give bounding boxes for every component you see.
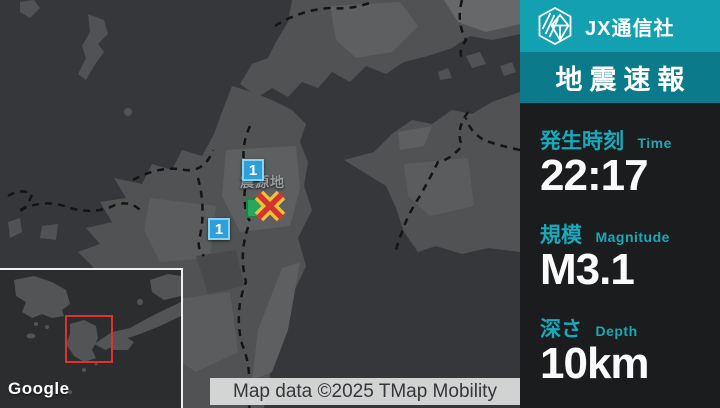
depth-value: 10km <box>540 339 650 388</box>
depth-label: 深さ Depth <box>540 313 720 341</box>
inset-map-graphic <box>0 270 181 406</box>
depth-label-en: Depth <box>595 323 638 339</box>
magnitude-label: 規模 Magnitude <box>540 219 720 247</box>
alert-sidebar: JX通信社 地震速報 発生時刻 Time 22:17 規模 Magnitude … <box>520 0 720 408</box>
magnitude-section: 規模 Magnitude M3.1 <box>540 219 720 293</box>
time-label-jp: 発生時刻 <box>540 130 624 153</box>
map-attribution: Map data ©2025 TMap Mobility <box>210 378 520 405</box>
epicenter-x-icon <box>254 190 286 222</box>
google-logo[interactable]: Google <box>8 379 70 398</box>
time-label: 発生時刻 Time <box>540 125 720 153</box>
magnitude-label-en: Magnitude <box>595 229 670 245</box>
magnitude-value: M3.1 <box>540 245 635 294</box>
depth-label-jp: 深さ <box>540 318 582 341</box>
alert-type-label: 地震速報 <box>555 65 692 95</box>
depth-section: 深さ Depth 10km <box>540 313 720 387</box>
jx-press-logo-icon <box>538 6 572 46</box>
quake-info-panel: 発生時刻 Time 22:17 規模 Magnitude M3.1 深さ Dep… <box>520 103 720 387</box>
time-label-en: Time <box>637 135 672 151</box>
inset-locator-map <box>0 268 183 408</box>
intensity-1-marker: 1 <box>242 159 264 181</box>
time-section: 発生時刻 Time 22:17 <box>540 125 720 199</box>
intensity-1-marker: 1 <box>208 218 230 240</box>
time-value: 22:17 <box>540 151 649 200</box>
inset-highlight-box <box>65 315 113 363</box>
alert-type-banner: 地震速報 <box>520 52 720 103</box>
magnitude-label-jp: 規模 <box>540 224 582 247</box>
brand-title: JX通信社 <box>585 17 675 40</box>
map-canvas[interactable]: 震源地 1 1 <box>0 0 520 408</box>
brand-header: JX通信社 <box>520 0 720 52</box>
